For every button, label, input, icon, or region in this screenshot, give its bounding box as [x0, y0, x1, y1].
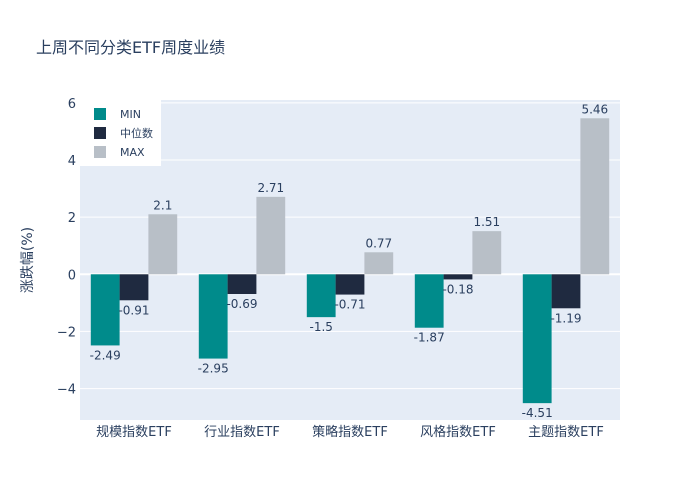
bar-中位数-0	[119, 274, 149, 301]
x-tick-label: 规模指数ETF	[96, 425, 172, 440]
data-label: 5.46	[581, 102, 608, 116]
legend-label: MAX	[120, 146, 145, 159]
bar-中位数-3	[443, 274, 473, 280]
data-label: 2.1	[153, 198, 172, 212]
y-tick-label: 4	[68, 154, 76, 169]
data-label: -1.5	[309, 320, 332, 334]
y-tick-label: 2	[68, 211, 76, 226]
legend-label: MIN	[120, 108, 141, 121]
bar-中位数-4	[551, 274, 581, 309]
data-label: -0.71	[334, 298, 365, 312]
data-label: -0.69	[226, 297, 257, 311]
x-tick-label: 策略指数ETF	[312, 424, 388, 440]
bar-MAX-1	[256, 196, 286, 275]
x-tick-label: 风格指数ETF	[420, 424, 496, 440]
data-label: 2.71	[257, 181, 284, 195]
bar-中位数-2	[335, 274, 365, 295]
data-label: -1.87	[414, 331, 445, 345]
y-axis-title: 涨跌幅(%)	[20, 227, 36, 293]
y-tick-label: 6	[68, 97, 76, 112]
bar-MIN-1	[198, 274, 228, 359]
bar-MIN-0	[90, 274, 120, 346]
data-label: 0.77	[365, 236, 392, 250]
x-tick-label: 主题指数ETF	[528, 425, 604, 440]
data-label: 1.51	[473, 215, 500, 229]
y-tick-label: −2	[57, 325, 76, 340]
data-label: -0.18	[442, 282, 473, 296]
x-tick-label: 行业指数ETF	[204, 425, 280, 440]
data-label: -0.91	[118, 303, 149, 317]
bar-MAX-4	[580, 118, 610, 275]
bar-中位数-1	[227, 274, 257, 294]
bar-MAX-0	[148, 214, 178, 275]
bar-MAX-3	[472, 231, 502, 275]
chart-title: 上周不同分类ETF周度业绩	[36, 38, 226, 57]
bar-MAX-2	[364, 252, 394, 275]
legend-box	[80, 100, 161, 166]
bar-MIN-4	[522, 274, 552, 404]
y-tick-label: 0	[68, 268, 76, 283]
legend-swatch-中位数	[94, 127, 106, 139]
legend-swatch-MIN	[94, 108, 106, 120]
legend-label: 中位数	[120, 126, 153, 140]
bar-MIN-3	[414, 274, 444, 328]
data-label: -1.19	[550, 311, 581, 325]
y-tick-label: −4	[57, 383, 76, 398]
data-label: -4.51	[522, 406, 553, 420]
bar-MIN-2	[306, 274, 336, 318]
data-label: -2.49	[90, 348, 121, 362]
data-label: -2.95	[198, 362, 229, 376]
legend-swatch-MAX	[94, 146, 106, 158]
